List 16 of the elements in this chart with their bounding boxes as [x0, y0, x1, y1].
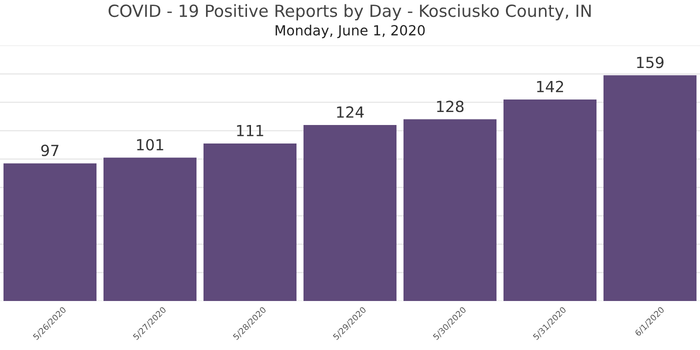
- data-label: 111: [237, 124, 264, 136]
- data-label: 159: [637, 56, 664, 68]
- bar: [604, 75, 696, 301]
- data-label: 142: [537, 80, 564, 92]
- chart-subtitle: Monday, June 1, 2020: [276, 24, 425, 38]
- data-label: 128: [437, 100, 464, 112]
- bar: [304, 124, 396, 301]
- bar: [504, 99, 596, 301]
- bar: [4, 163, 96, 301]
- data-label: 97: [41, 144, 58, 156]
- bar: [204, 143, 296, 301]
- data-label: 101: [137, 138, 164, 151]
- bar: [404, 119, 496, 301]
- chart-title: COVID - 19 Positive Reports by Day - Kosciusko County, IN: [108, 4, 591, 20]
- bar: [104, 158, 196, 301]
- data-label: 124: [337, 106, 364, 118]
